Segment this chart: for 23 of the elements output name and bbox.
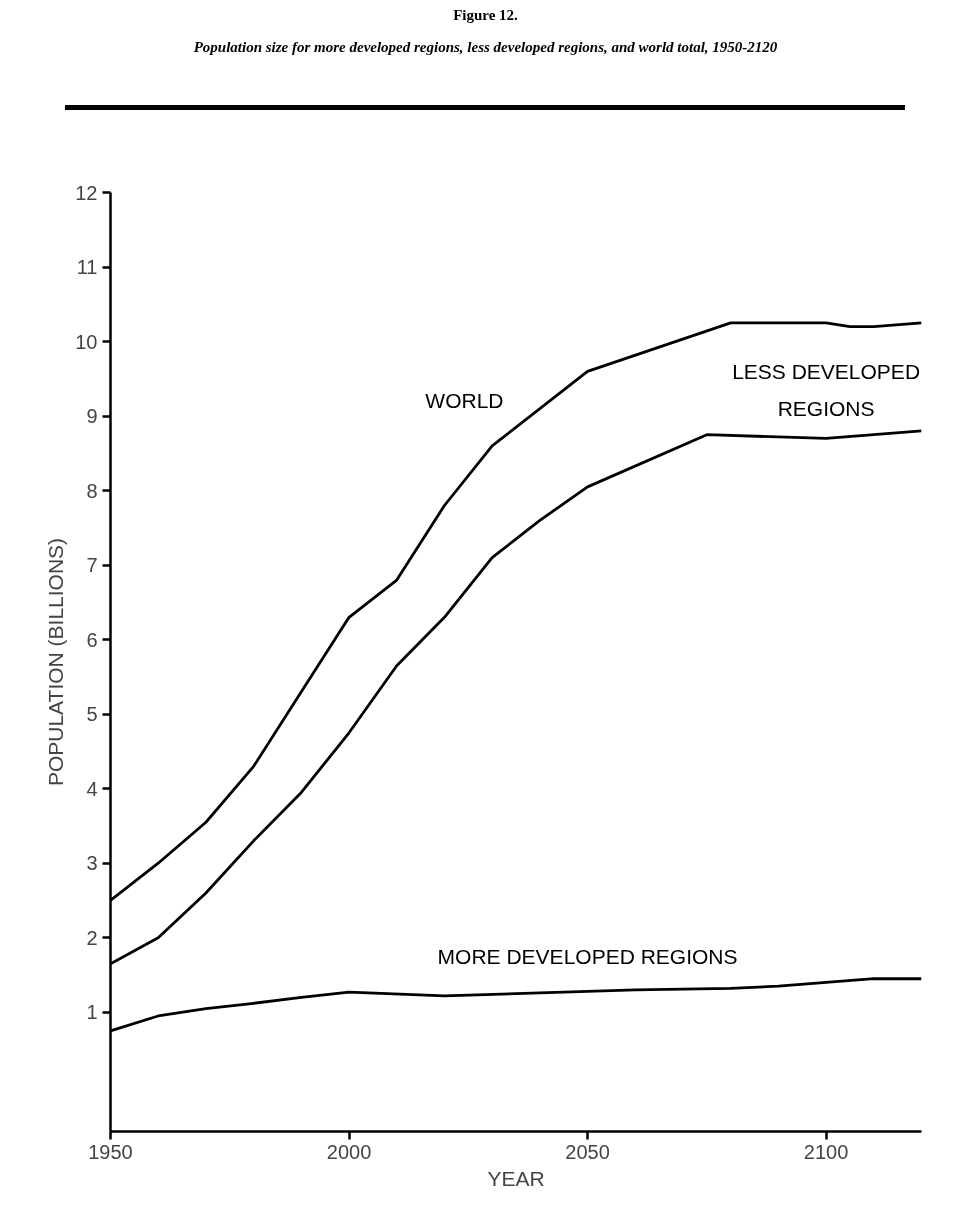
x-tick-label: 1950	[88, 1140, 133, 1163]
x-axis-title: YEAR	[487, 1166, 545, 1190]
y-tick-label: 5	[86, 703, 98, 726]
y-tick-label: 6	[86, 628, 98, 651]
y-tick-label: 8	[86, 479, 98, 502]
y-tick-label: 1	[86, 1001, 98, 1024]
x-tick-label: 2050	[565, 1140, 610, 1163]
y-axis-title: POPULATION (BILLIONS)	[44, 537, 68, 787]
series-label: MORE DEVELOPED REGIONS	[437, 944, 738, 968]
y-tick-label: 9	[86, 405, 98, 428]
y-tick-label: 4	[86, 777, 98, 800]
y-tick-label: 11	[76, 256, 98, 279]
series-label: LESS DEVELOPED REGIONS	[732, 360, 921, 420]
x-tick-label: 2100	[803, 1140, 849, 1163]
y-tick-label: 12	[75, 181, 98, 204]
x-tick-label: 2000	[326, 1140, 372, 1163]
chart-title: Figure 12.	[453, 6, 518, 25]
y-tick-label: 3	[86, 852, 98, 875]
y-tick-label: 10	[75, 330, 98, 353]
chart-subtitle: Population size for more developed regions, less developed regions, and world total, 1950-2120	[193, 38, 778, 57]
series-label: WORLD	[425, 389, 504, 413]
y-tick-label: 7	[86, 554, 98, 577]
y-tick-label: 2	[86, 926, 98, 949]
